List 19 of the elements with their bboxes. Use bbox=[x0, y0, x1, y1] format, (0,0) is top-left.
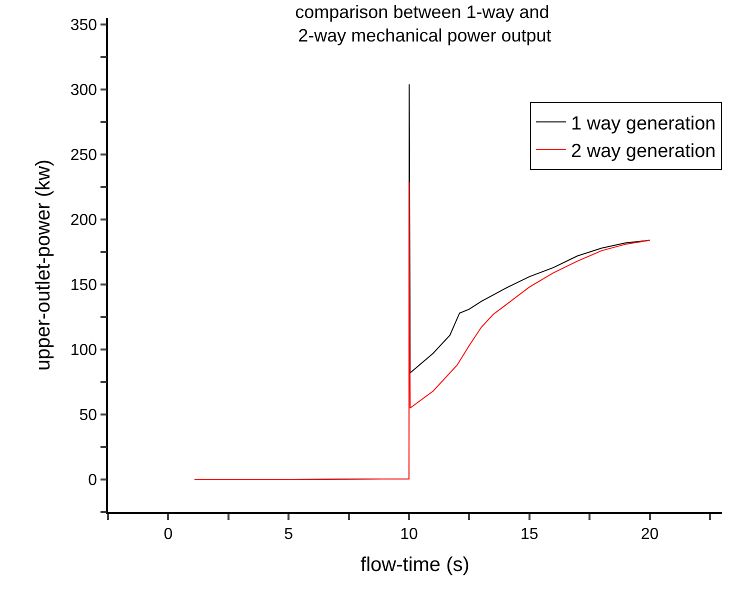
x-axis-title: flow-time (s) bbox=[360, 554, 470, 576]
y-tick-label: 300 bbox=[70, 82, 98, 100]
x-tick-label: 5 bbox=[284, 526, 294, 543]
x-tick-label: 20 bbox=[640, 526, 659, 543]
y-tick-label: 250 bbox=[70, 147, 98, 164]
line-series bbox=[194, 181, 650, 480]
y-tick-label: 0 bbox=[88, 472, 98, 490]
y-tick-label: 50 bbox=[79, 407, 98, 424]
x-tick-label: 15 bbox=[520, 526, 538, 543]
x-tick-label: 0 bbox=[164, 526, 173, 543]
x-tick-label: 10 bbox=[400, 526, 418, 543]
y-tick-label: 200 bbox=[70, 212, 98, 230]
legend-label: 2 way generation bbox=[571, 140, 716, 162]
y-tick-label: 350 bbox=[70, 17, 98, 34]
y-tick-label: 100 bbox=[70, 342, 98, 360]
y-axis-title: upper-outlet-power (kw) bbox=[32, 159, 54, 371]
chart-title: comparison between 1-way and 2-way mechanical power output bbox=[293, 2, 552, 46]
y-tick-label: 150 bbox=[70, 277, 98, 294]
legend-label: 1 way generation bbox=[571, 113, 716, 134]
